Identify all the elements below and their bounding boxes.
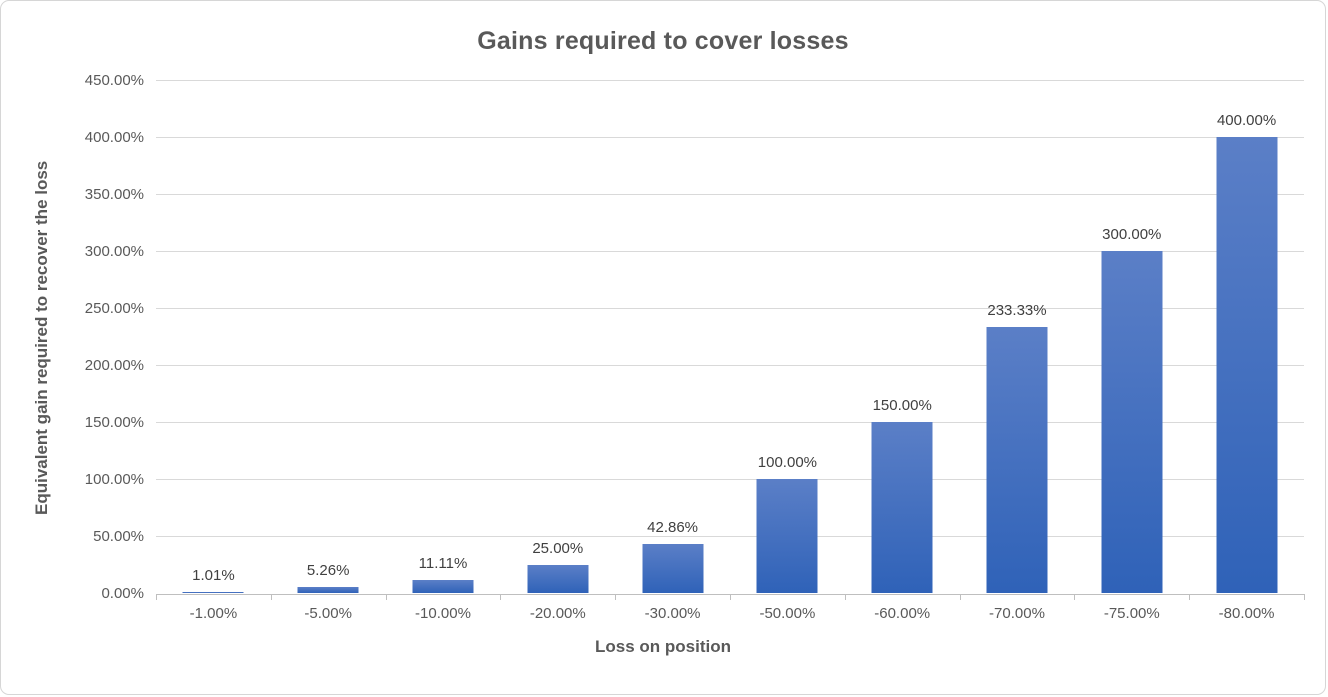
x-category-label: -60.00%: [874, 605, 931, 622]
x-category-label: -50.00%: [759, 605, 816, 622]
chart-title: Gains required to cover losses: [477, 27, 849, 55]
y-tick-label: 250.00%: [84, 300, 144, 317]
gridline: [156, 137, 1304, 138]
bar: [986, 327, 1048, 593]
x-category-label: -5.00%: [304, 605, 352, 622]
bar-value-label: 25.00%: [532, 539, 584, 557]
x-axis-tick: [1304, 594, 1305, 600]
bar-value-label: 1.01%: [192, 566, 235, 584]
gridline: [156, 422, 1304, 423]
bar-value-label: 233.33%: [987, 302, 1047, 320]
y-tick-label: 200.00%: [84, 357, 144, 374]
x-category-label: -10.00%: [415, 605, 471, 622]
bar-value-label: 400.00%: [1216, 112, 1277, 129]
x-axis-tick: [960, 594, 961, 600]
y-axis-title: Equivalent gain required to recover the …: [32, 160, 51, 515]
x-axis-tick: [615, 594, 616, 600]
gridline: [156, 80, 1304, 81]
bar-slot: 400.00%: [1189, 81, 1304, 594]
y-tick-label: 400.00%: [84, 129, 144, 146]
bar: [297, 587, 359, 593]
x-category-label: -80.00%: [1218, 605, 1275, 622]
bar-slot: 11.11%: [386, 81, 501, 594]
x-category-label: -30.00%: [644, 605, 701, 622]
x-axis-title: Loss on position: [595, 637, 731, 656]
x-category-label: -1.00%: [189, 605, 238, 622]
bar-slot: 233.33%: [960, 81, 1075, 594]
y-tick-label: 0.00%: [101, 585, 144, 602]
bar-value-label: 42.86%: [647, 519, 699, 537]
y-tick-label: 50.00%: [93, 528, 144, 545]
gridline: [156, 251, 1304, 252]
bar: [1101, 251, 1163, 593]
bar: [1216, 137, 1278, 593]
bar-slot: 25.00%: [500, 81, 615, 594]
x-axis-tick: [271, 594, 272, 600]
bar-slot: 5.26%: [271, 81, 386, 594]
x-category-label: -70.00%: [989, 605, 1045, 622]
y-tick-label: 350.00%: [84, 186, 144, 203]
x-axis-tick: [156, 594, 157, 600]
gridline: [156, 479, 1304, 480]
y-tick-label: 150.00%: [84, 414, 144, 431]
bar-value-label: 150.00%: [872, 397, 932, 414]
x-axis-tick: [500, 594, 501, 600]
y-tick-label: 100.00%: [84, 471, 144, 488]
y-tick-label: 450.00%: [84, 72, 144, 89]
gridline: [156, 194, 1304, 195]
gridline: [156, 365, 1304, 366]
x-category-label: -20.00%: [529, 605, 586, 622]
bar-value-label: 11.11%: [418, 555, 468, 573]
bar: [182, 591, 244, 593]
bar-slot: 1.01%: [156, 81, 271, 594]
x-axis-tick: [845, 594, 846, 600]
bar-value-label: 300.00%: [1102, 226, 1162, 243]
x-axis-tick: [730, 594, 731, 600]
x-axis-tick: [1074, 594, 1075, 600]
x-axis-tick: [386, 594, 387, 600]
y-tick-label: 300.00%: [84, 243, 144, 260]
bar: [756, 479, 818, 593]
x-axis-tick: [1189, 594, 1190, 600]
gridline: [156, 536, 1304, 537]
bar-value-label: 5.26%: [306, 562, 350, 580]
bar-slot: 100.00%: [730, 81, 845, 594]
bar: [871, 422, 933, 593]
bar: [527, 564, 589, 593]
bar-slot: 42.86%: [615, 81, 730, 594]
bar: [412, 580, 474, 593]
bar-value-label: 100.00%: [757, 454, 817, 471]
bar-slot: 300.00%: [1074, 81, 1189, 594]
gridline: [156, 308, 1304, 309]
bar: [642, 544, 704, 593]
plot-area: 1.01% 5.26% 11.11% 25.00% 42.86% 100.00% 150.0…: [156, 80, 1305, 600]
x-category-label: -75.00%: [1103, 605, 1160, 622]
bar-slot: 150.00%: [845, 81, 960, 594]
